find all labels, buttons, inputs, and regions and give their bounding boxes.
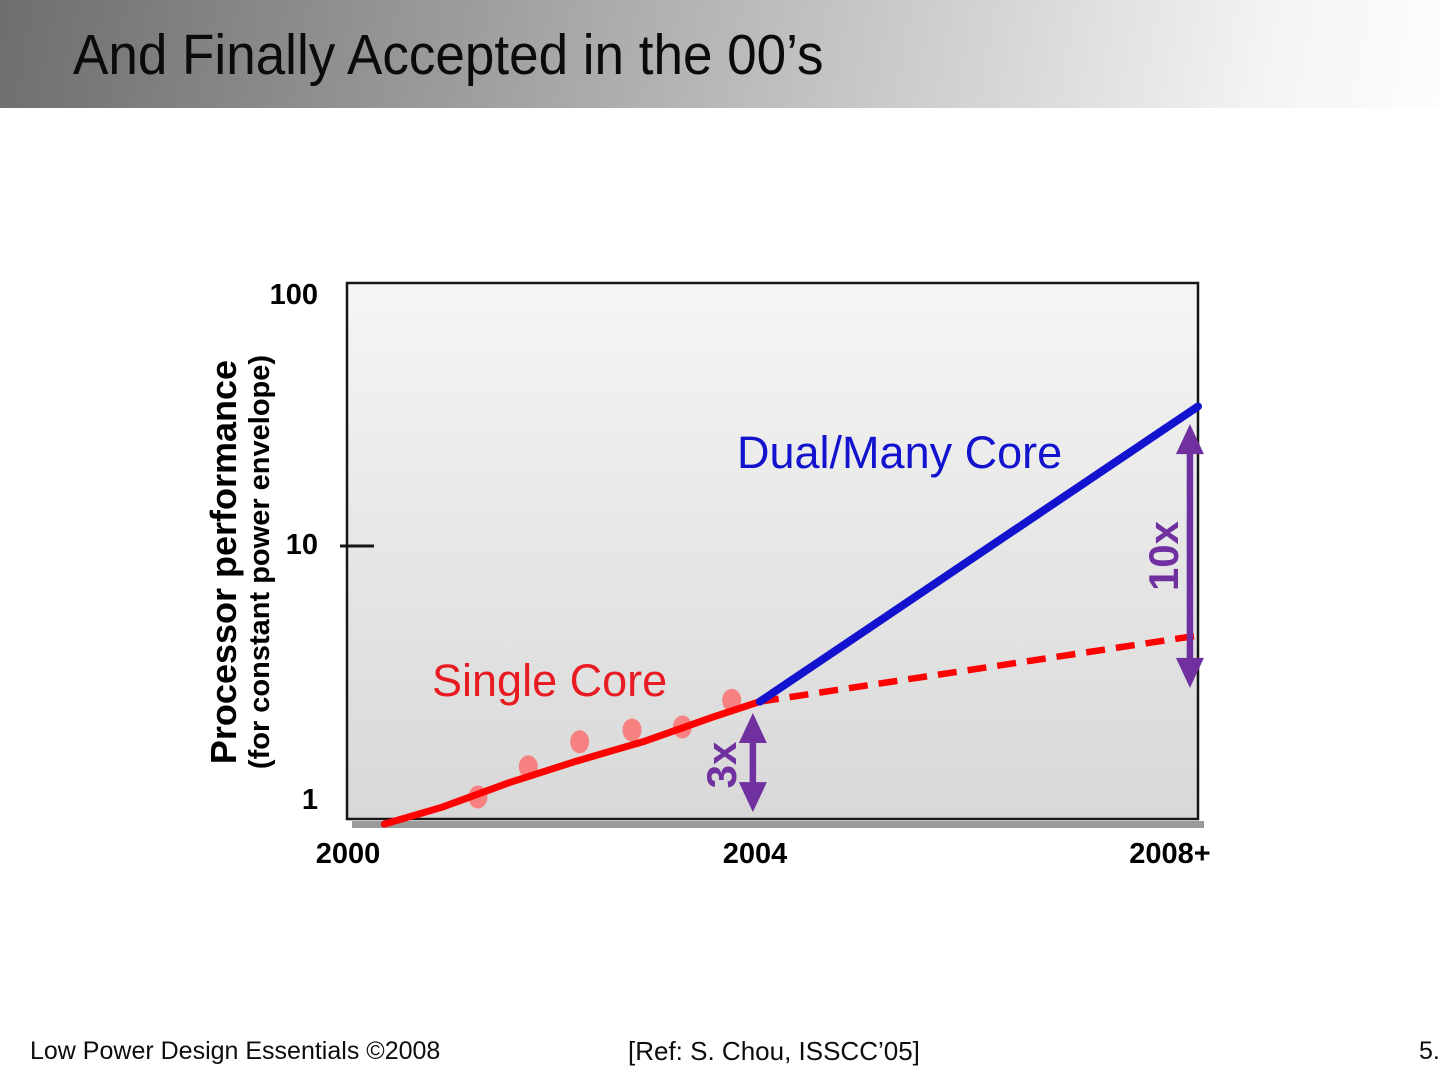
- single-core-label: Single Core: [432, 655, 668, 706]
- title-bar: And Finally Accepted in the 00’s: [0, 0, 1440, 108]
- footer-page-number: 5.: [1419, 1037, 1440, 1065]
- y-axis-title-sub: (for constant power envelope): [244, 354, 276, 770]
- arrow-10x-label: 10x: [1140, 520, 1187, 592]
- y-axis-title: Processor performance (for constant powe…: [203, 282, 280, 842]
- x-tick-2008plus: 2008+: [1129, 838, 1211, 870]
- dual-many-core-label: Dual/Many Core: [737, 427, 1063, 478]
- x-tick-2004: 2004: [722, 838, 788, 870]
- arrow-3x-label: 3x: [698, 741, 745, 789]
- footer: Low Power Design Essentials ©2008 [Ref: …: [0, 1034, 1440, 1080]
- y-axis-title-main: Processor performance: [203, 359, 244, 765]
- y-tick-1: 1: [301, 784, 318, 816]
- footer-copyright: Low Power Design Essentials ©2008: [30, 1037, 441, 1065]
- x-tick-2000: 2000: [315, 838, 381, 870]
- y-tick-100: 100: [269, 279, 318, 311]
- slide-title: And Finally Accepted in the 00’s: [73, 23, 824, 87]
- y-tick-10: 10: [285, 529, 318, 561]
- footer-reference: [Ref: S. Chou, ISSCC’05]: [628, 1036, 920, 1066]
